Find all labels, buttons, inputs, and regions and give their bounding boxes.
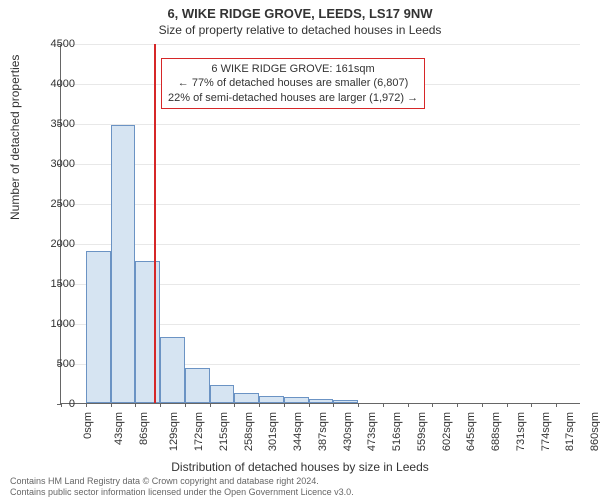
xtick-label: 301sqm <box>267 412 279 451</box>
footer-line-1: Contains HM Land Registry data © Crown c… <box>10 476 354 487</box>
x-axis-label: Distribution of detached houses by size … <box>0 460 600 474</box>
xtick-label: 0sqm <box>82 412 94 439</box>
histogram-bar <box>309 399 334 403</box>
xtick <box>135 403 136 407</box>
xtick <box>457 403 458 407</box>
xtick-label: 774sqm <box>540 412 552 451</box>
xtick <box>432 403 433 407</box>
gridline-h <box>61 124 580 125</box>
xtick <box>259 403 260 407</box>
xtick <box>507 403 508 407</box>
histogram-bar <box>284 397 309 403</box>
xtick-label: 387sqm <box>317 412 329 451</box>
xtick-label: 172sqm <box>193 412 205 451</box>
xtick-label: 559sqm <box>416 412 428 451</box>
xtick <box>234 403 235 407</box>
ytick-label: 4500 <box>25 38 75 50</box>
ytick-label: 1500 <box>25 278 75 290</box>
annotation-line1: 6 WIKE RIDGE GROVE: 161sqm <box>168 62 418 76</box>
xtick <box>383 403 384 407</box>
xtick <box>210 403 211 407</box>
ytick-label: 500 <box>25 358 75 370</box>
xtick <box>358 403 359 407</box>
histogram-bar <box>259 396 284 403</box>
xtick <box>531 403 532 407</box>
ytick-label: 3000 <box>25 158 75 170</box>
footer-attribution: Contains HM Land Registry data © Crown c… <box>10 476 354 498</box>
xtick-label: 688sqm <box>490 412 502 451</box>
xtick-label: 430sqm <box>342 412 354 451</box>
xtick-label: 258sqm <box>243 412 255 451</box>
xtick <box>111 403 112 407</box>
xtick <box>556 403 557 407</box>
xtick <box>284 403 285 407</box>
xtick <box>408 403 409 407</box>
ytick-label: 4000 <box>25 78 75 90</box>
chart-title-2: Size of property relative to detached ho… <box>0 21 600 41</box>
ytick-label: 2000 <box>25 238 75 250</box>
xtick <box>160 403 161 407</box>
annotation-line3: 22% of semi-detached houses are larger (… <box>168 91 418 105</box>
histogram-bar <box>160 337 185 403</box>
xtick <box>309 403 310 407</box>
xtick-label: 516sqm <box>391 412 403 451</box>
annotation-line2: ← 77% of detached houses are smaller (6,… <box>168 76 418 90</box>
annotation-box: 6 WIKE RIDGE GROVE: 161sqm← 77% of detac… <box>161 58 425 109</box>
ytick-label: 2500 <box>25 198 75 210</box>
histogram-bar <box>111 125 136 403</box>
gridline-h <box>61 204 580 205</box>
marker-line <box>154 44 156 403</box>
histogram-bar <box>135 261 160 403</box>
xtick <box>482 403 483 407</box>
xtick-label: 86sqm <box>138 412 150 445</box>
gridline-h <box>61 244 580 245</box>
xtick-label: 129sqm <box>168 412 180 451</box>
xtick-label: 645sqm <box>466 412 478 451</box>
gridline-h <box>61 44 580 45</box>
xtick-label: 860sqm <box>589 412 600 451</box>
xtick-label: 43sqm <box>113 412 125 445</box>
y-axis-label: Number of detached properties <box>8 55 22 220</box>
chart-title-1: 6, WIKE RIDGE GROVE, LEEDS, LS17 9NW <box>0 0 600 21</box>
xtick <box>333 403 334 407</box>
ytick-label: 3500 <box>25 118 75 130</box>
histogram-bar <box>333 400 358 403</box>
xtick-label: 215sqm <box>218 412 230 451</box>
xtick <box>185 403 186 407</box>
ytick-label: 1000 <box>25 318 75 330</box>
histogram-bar <box>234 393 259 403</box>
xtick-label: 731sqm <box>515 412 527 451</box>
chart-container: 6 WIKE RIDGE GROVE: 161sqm← 77% of detac… <box>60 44 580 404</box>
xtick-label: 602sqm <box>441 412 453 451</box>
gridline-h <box>61 164 580 165</box>
plot-area: 6 WIKE RIDGE GROVE: 161sqm← 77% of detac… <box>60 44 580 404</box>
xtick <box>86 403 87 407</box>
histogram-bar <box>86 251 111 403</box>
xtick-label: 473sqm <box>367 412 379 451</box>
ytick-label: 0 <box>25 398 75 410</box>
histogram-bar <box>210 385 235 403</box>
histogram-bar <box>185 368 210 403</box>
xtick-label: 817sqm <box>565 412 577 451</box>
xtick-label: 344sqm <box>292 412 304 451</box>
footer-line-2: Contains public sector information licen… <box>10 487 354 498</box>
